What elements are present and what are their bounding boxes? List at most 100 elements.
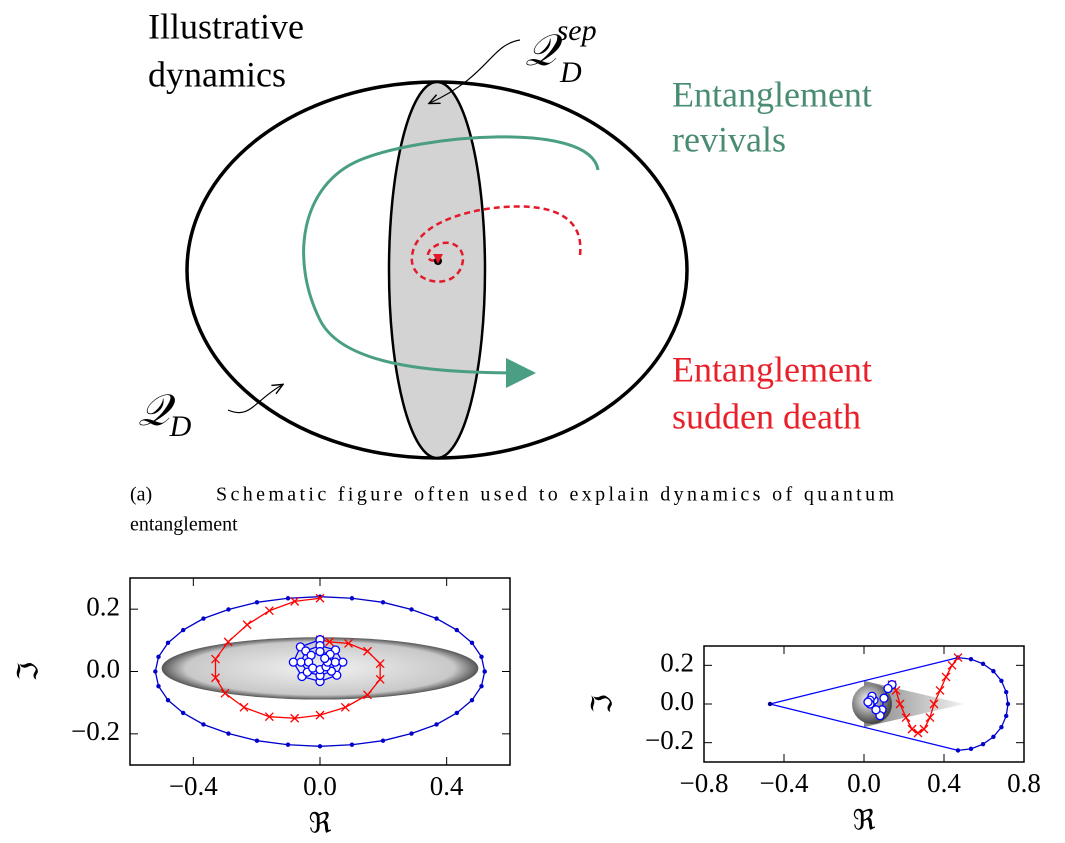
x-tick-label: −0.8 bbox=[680, 768, 729, 798]
marker-x bbox=[264, 606, 274, 616]
sub: D bbox=[169, 410, 192, 443]
marker-circle bbox=[879, 693, 889, 703]
marker-x bbox=[325, 637, 334, 647]
chart: −0.4 0.0 0.4 −0.2 0.0 0.2 ℜ ℑ bbox=[12, 577, 511, 840]
y-tick-label: 0.2 bbox=[86, 591, 120, 621]
marker-circle bbox=[330, 657, 340, 667]
marker-x bbox=[925, 713, 935, 722]
y-axis-label: ℑ bbox=[586, 694, 619, 714]
caption: (a) Schematic figure often used to expla… bbox=[130, 484, 894, 536]
revivals-label: revivals bbox=[672, 119, 786, 159]
revival-trajectory bbox=[302, 135, 600, 388]
marker-dot bbox=[349, 742, 355, 747]
marker-dot bbox=[156, 654, 161, 660]
marker-circle bbox=[288, 657, 299, 667]
marker-dot bbox=[434, 722, 439, 727]
marker-dot bbox=[226, 731, 231, 736]
marker-x bbox=[223, 637, 233, 647]
schematic: Illustrative dynamics 𝒬sep D 𝒬D Entanglem… bbox=[138, 6, 872, 460]
y-axis-label: ℑ bbox=[12, 662, 45, 682]
caption-text: entanglement bbox=[130, 514, 238, 536]
marker-dot bbox=[454, 627, 459, 633]
marker-dot bbox=[999, 725, 1004, 730]
marker-circle bbox=[320, 653, 330, 664]
x-axis-label: ℜ bbox=[853, 804, 876, 837]
separable-set bbox=[387, 80, 487, 460]
x-tick-label: −0.4 bbox=[169, 771, 218, 801]
revivals-label: Entanglement bbox=[672, 74, 872, 114]
title: dynamics bbox=[148, 54, 286, 94]
marker-x bbox=[211, 673, 220, 683]
sup: sep bbox=[557, 14, 597, 47]
marker-x bbox=[315, 593, 325, 603]
marker-x bbox=[264, 712, 274, 722]
marker-dot bbox=[254, 738, 260, 743]
marker-x bbox=[375, 659, 385, 669]
marker-x bbox=[363, 646, 372, 656]
marker-dot bbox=[980, 661, 986, 666]
marker-dot bbox=[201, 722, 206, 727]
marker-x bbox=[242, 620, 252, 630]
marker-x bbox=[895, 699, 905, 709]
x-tick-label: 0.4 bbox=[430, 771, 464, 801]
marker-dot bbox=[434, 616, 439, 621]
marker-dot bbox=[349, 596, 355, 601]
y-tick-label: 0.2 bbox=[660, 648, 694, 678]
marker-dot bbox=[181, 627, 186, 633]
x-tick-label: 0.0 bbox=[847, 768, 881, 798]
caption-tag: (a) bbox=[130, 484, 152, 506]
death-trajectory bbox=[410, 205, 582, 283]
marker-x bbox=[344, 638, 353, 648]
y-tick-label: −0.2 bbox=[71, 716, 120, 746]
marker-dot bbox=[1004, 713, 1009, 719]
marker-x bbox=[220, 688, 230, 698]
death-label: Entanglement bbox=[672, 349, 872, 389]
set-label: 𝒬D bbox=[138, 386, 192, 443]
marker-dot bbox=[999, 678, 1004, 683]
x-tick-label: 0.4 bbox=[927, 768, 961, 798]
marker-dot bbox=[482, 669, 487, 674]
marker-dot bbox=[469, 697, 475, 703]
marker-dot bbox=[409, 731, 414, 736]
marker-x bbox=[913, 728, 923, 738]
marker-x bbox=[901, 713, 911, 722]
x-tick-label: 0.0 bbox=[303, 771, 337, 801]
marker-dot bbox=[980, 742, 986, 747]
x-tick-label: 0.8 bbox=[1007, 768, 1041, 798]
marker-circle bbox=[871, 705, 881, 715]
sub: D bbox=[559, 56, 582, 89]
marker-x bbox=[315, 710, 325, 720]
marker-dot bbox=[991, 734, 996, 740]
plot-area bbox=[153, 593, 487, 749]
marker-dot bbox=[380, 600, 386, 605]
marker-dot bbox=[479, 654, 484, 660]
y-tick-label: 0.0 bbox=[86, 654, 120, 684]
marker-x bbox=[907, 724, 917, 734]
x-axis-label: ℜ bbox=[309, 807, 332, 840]
marker-x bbox=[239, 702, 249, 712]
marker-x bbox=[919, 724, 929, 734]
marker-dot bbox=[226, 607, 231, 612]
marker-dot bbox=[1004, 689, 1009, 695]
marker-x bbox=[953, 653, 963, 663]
pointer bbox=[227, 385, 282, 414]
marker-x bbox=[211, 654, 220, 664]
marker-x bbox=[363, 690, 372, 700]
marker-dot bbox=[165, 697, 171, 703]
marker-dot bbox=[991, 668, 996, 674]
death-label: sudden death bbox=[672, 396, 861, 436]
pointer bbox=[430, 39, 521, 103]
marker-dot bbox=[767, 701, 773, 707]
marker-dot bbox=[285, 742, 291, 747]
marker-x bbox=[290, 713, 300, 723]
marker-dot bbox=[254, 600, 260, 605]
marker-dot bbox=[409, 607, 414, 612]
marker-x bbox=[290, 596, 300, 606]
marker-circle bbox=[308, 663, 318, 673]
marker-dot bbox=[153, 669, 158, 674]
marker-x bbox=[340, 702, 350, 712]
title: Illustrative bbox=[148, 6, 304, 46]
marker-x bbox=[941, 672, 951, 682]
